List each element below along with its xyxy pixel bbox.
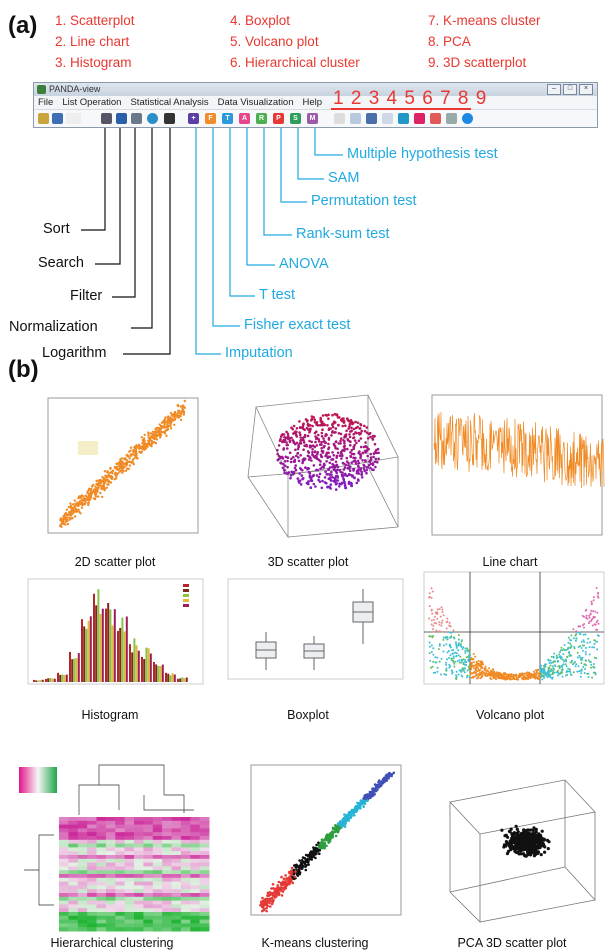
legend-item-pca: 8. PCA: [428, 34, 471, 49]
window-title: PANDA-view: [49, 84, 101, 94]
label-search: Search: [38, 255, 84, 271]
legend-item-3d-scatter: 9. 3D scatterplot: [428, 55, 527, 70]
volcano-icon[interactable]: [398, 113, 409, 124]
thumb-3d-scatter: [218, 387, 408, 547]
thumb-histogram: [18, 574, 208, 692]
boxplot-icon[interactable]: [382, 113, 393, 124]
scatterplot-icon[interactable]: [334, 113, 345, 124]
caption-volcano: Volcano plot: [475, 708, 545, 722]
maximize-button[interactable]: □: [563, 84, 577, 95]
app-window: PANDA-view – □ × File List Operation Sta…: [33, 82, 598, 128]
caption-line-chart: Line chart: [482, 555, 538, 569]
label-permutation-test: Permutation test: [311, 193, 417, 209]
search-icon[interactable]: [116, 113, 127, 124]
toolbar-number-labels: 1 2 3 4 5 6 7 8 9: [333, 88, 488, 109]
label-t-test: T test: [259, 287, 295, 303]
thumb-2d-scatter: [30, 393, 205, 548]
legend-item-scatterplot: 1. Scatterplot: [55, 13, 135, 28]
close-button[interactable]: ×: [579, 84, 593, 95]
label-logarithm: Logarithm: [42, 345, 107, 361]
menu-help[interactable]: Help: [302, 97, 323, 108]
anova-icon[interactable]: A: [239, 113, 250, 124]
histogram-icon[interactable]: [366, 113, 377, 124]
thumb-boxplot: [218, 574, 408, 686]
imputation-icon[interactable]: +: [188, 113, 199, 124]
app-icon: [37, 85, 46, 94]
save-icon[interactable]: [52, 113, 63, 124]
toolbar: + F T A R P S M: [34, 109, 597, 127]
thumb-line-chart: [420, 390, 605, 548]
legend-item-line-chart: 2. Line chart: [55, 34, 130, 49]
thumb-pca: [420, 772, 605, 932]
label-sam: SAM: [328, 170, 360, 186]
label-rank-sum-test: Rank-sum test: [296, 226, 390, 242]
caption-kmeans: K-means clustering: [261, 936, 369, 950]
open-folder-icon[interactable]: [38, 113, 49, 124]
caption-pca: PCA 3D scatter plot: [457, 936, 567, 950]
3d-scatter-icon[interactable]: [462, 113, 473, 124]
text-icon[interactable]: [66, 113, 81, 124]
rank-sum-icon[interactable]: R: [256, 113, 267, 124]
caption-boxplot: Boxplot: [287, 708, 329, 722]
pca-icon[interactable]: [446, 113, 457, 124]
menu-file[interactable]: File: [38, 97, 54, 108]
label-fisher-exact-test: Fisher exact test: [244, 317, 351, 333]
permutation-icon[interactable]: P: [273, 113, 284, 124]
label-anova: ANOVA: [279, 256, 329, 272]
legend-item-histogram: 3. Histogram: [55, 55, 132, 70]
thumb-hierarchical: [14, 755, 214, 933]
label-sort: Sort: [43, 221, 70, 237]
minimize-button[interactable]: –: [547, 84, 561, 95]
menu-statistical-analysis[interactable]: Statistical Analysis: [130, 97, 209, 108]
label-filter: Filter: [70, 288, 103, 304]
label-imputation: Imputation: [225, 345, 293, 361]
caption-hierarchical: Hierarchical clustering: [50, 936, 174, 950]
label-normalization: Normalization: [9, 319, 98, 335]
multiple-test-icon[interactable]: M: [307, 113, 318, 124]
kmeans-icon[interactable]: [430, 113, 441, 124]
legend-item-boxplot: 4. Boxplot: [230, 13, 291, 28]
legend-item-volcano: 5. Volcano plot: [230, 34, 319, 49]
sort-icon[interactable]: [101, 113, 112, 124]
window-titlebar: PANDA-view – □ ×: [34, 83, 597, 96]
hierarchical-icon[interactable]: [414, 113, 425, 124]
legend-item-kmeans: 7. K-means cluster: [428, 13, 541, 28]
caption-histogram: Histogram: [81, 708, 139, 722]
caption-2d-scatter: 2D scatter plot: [74, 555, 156, 569]
toolbar-numbers-underline: [331, 108, 471, 110]
panel-b-letter: (b): [8, 356, 39, 383]
histogram-legend: [183, 584, 189, 607]
line-chart-icon[interactable]: [350, 113, 361, 124]
thumb-volcano: [418, 570, 606, 692]
normalization-icon[interactable]: [147, 113, 158, 124]
menu-data-visualization[interactable]: Data Visualization: [217, 97, 294, 108]
caption-3d-scatter: 3D scatter plot: [267, 555, 349, 569]
t-test-icon[interactable]: T: [222, 113, 233, 124]
sam-icon[interactable]: S: [290, 113, 301, 124]
legend-item-hierarchical: 6. Hierarchical cluster: [230, 55, 360, 70]
menu-bar: File List Operation Statistical Analysis…: [34, 96, 597, 109]
logarithm-icon[interactable]: [164, 113, 175, 124]
menu-list-operation[interactable]: List Operation: [62, 97, 122, 108]
label-multiple-hypothesis-test: Multiple hypothesis test: [347, 146, 498, 162]
thumb-kmeans: [226, 760, 406, 930]
filter-icon[interactable]: [131, 113, 142, 124]
fisher-test-icon[interactable]: F: [205, 113, 216, 124]
panel-a-letter: (a): [8, 12, 38, 39]
